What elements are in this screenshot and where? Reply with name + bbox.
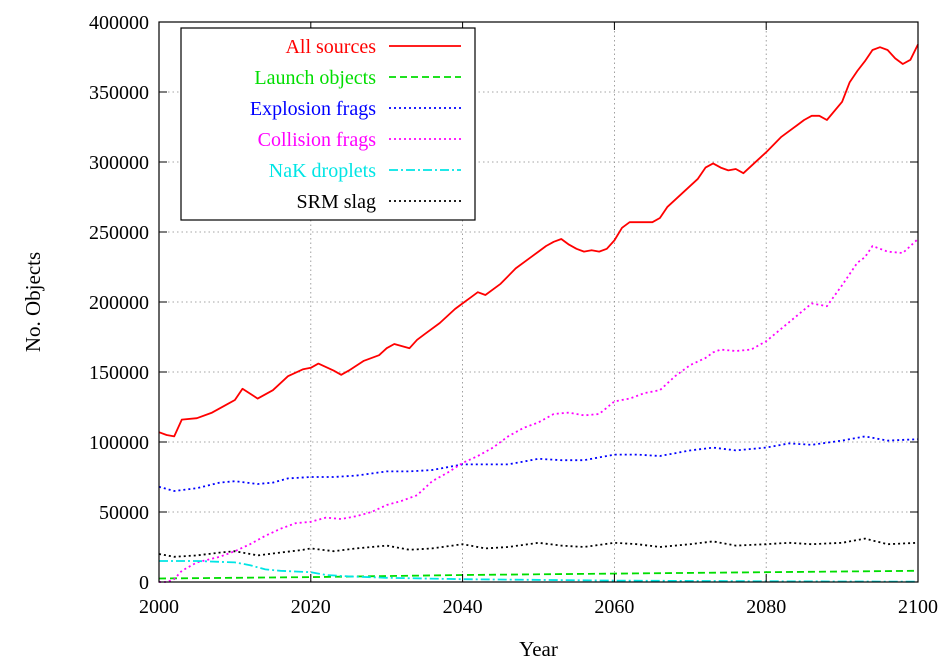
legend-label: All sources [285,36,376,58]
y-tick-label: 400000 [89,12,149,34]
legend-box [180,27,476,221]
y-tick-label: 100000 [89,432,149,454]
series-line-3 [159,238,919,583]
x-axis-label: Year [519,637,558,661]
y-tick-label: 200000 [89,292,149,314]
y-axis-ticks: 0 50000 100000 150000 200000 250000 300000 3500… [89,12,918,594]
y-tick-label: 50000 [99,502,149,524]
legend-label: SRM slag [297,191,376,213]
y-tick-label: 250000 [89,222,149,244]
x-tick-label: 2020 [291,596,331,618]
x-tick-label: 2000 [139,596,179,618]
x-tick-label: 2060 [594,596,634,618]
series-lines [158,44,919,583]
x-tick-label: 2080 [746,596,786,618]
y-axis-label: No. Objects [21,252,45,352]
legend-label: Explosion frags [250,98,376,120]
y-tick-label: 0 [139,572,149,594]
series-line-0 [158,44,919,438]
y-tick-label: 350000 [89,82,149,104]
legend-label: NaK droplets [269,160,376,182]
x-axis-ticks: 2000 2020 2040 2060 2080 2100 [139,22,938,618]
series-line-2 [158,435,919,492]
y-tick-label: 150000 [89,362,149,384]
x-tick-label: 2040 [443,596,483,618]
legend-label: Collision frags [258,129,377,151]
legend-label: Launch objects [254,67,376,89]
series-line-4 [159,560,919,583]
x-tick-label: 2100 [898,596,938,618]
series-line-1 [158,569,919,580]
legend: All sources Launch objects Explosion frags… [180,27,476,221]
y-tick-label: 300000 [89,152,149,174]
